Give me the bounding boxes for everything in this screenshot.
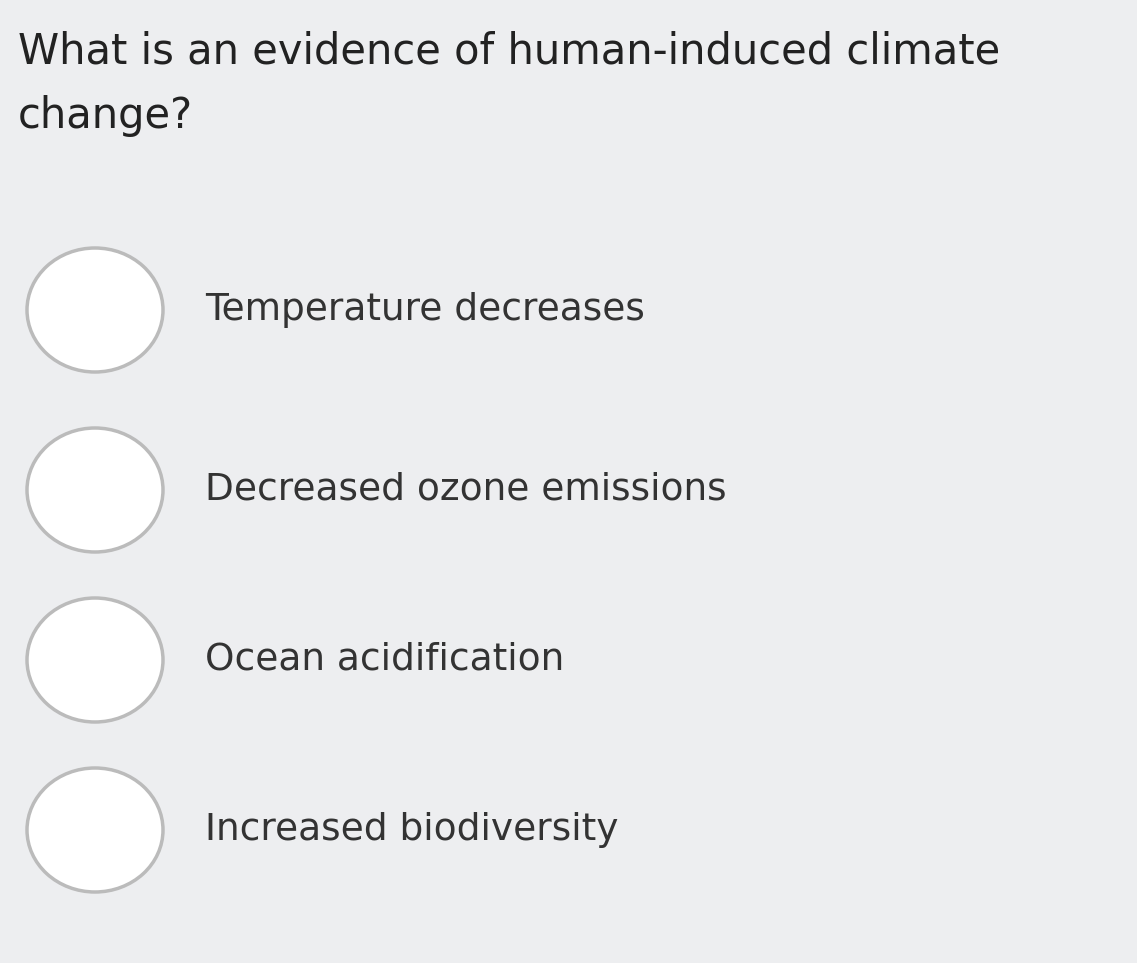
Text: Decreased ozone emissions: Decreased ozone emissions xyxy=(205,472,727,508)
Text: Ocean acidification: Ocean acidification xyxy=(205,642,564,678)
Text: Increased biodiversity: Increased biodiversity xyxy=(205,812,619,848)
Text: Temperature decreases: Temperature decreases xyxy=(205,292,645,328)
Ellipse shape xyxy=(27,428,163,552)
Text: What is an evidence of human-induced climate: What is an evidence of human-induced cli… xyxy=(18,30,1001,72)
Ellipse shape xyxy=(27,598,163,722)
Ellipse shape xyxy=(27,768,163,892)
Text: change?: change? xyxy=(18,95,193,137)
Ellipse shape xyxy=(27,248,163,372)
